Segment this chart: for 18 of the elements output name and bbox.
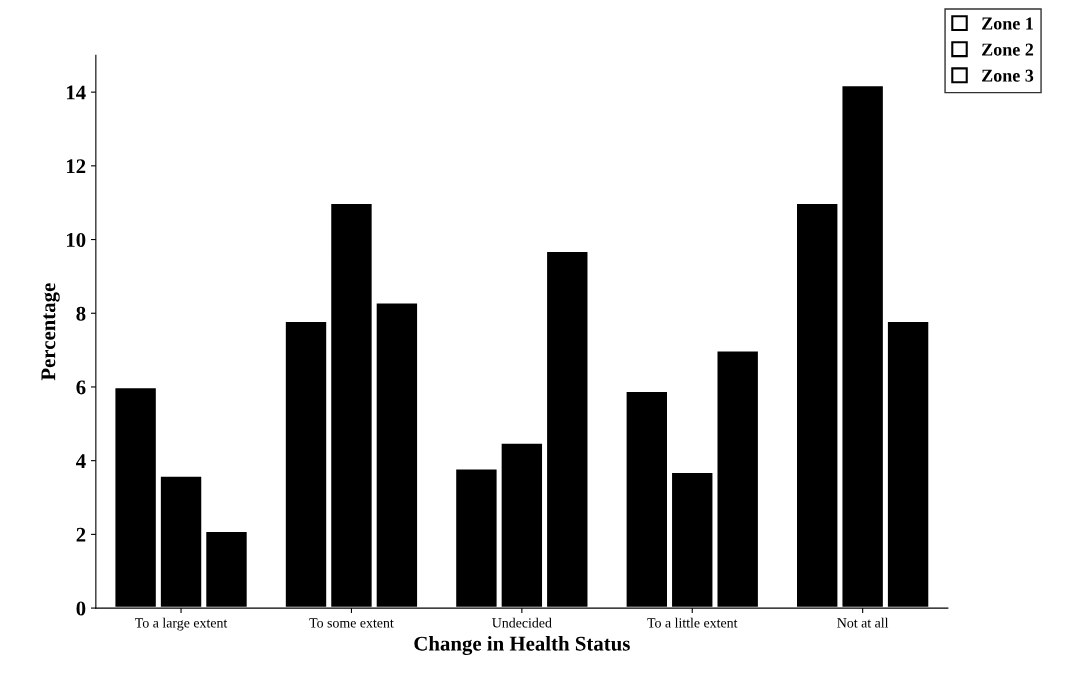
x-tick-label: To some extent [309,618,394,628]
y-tick-label: 6 [76,380,86,395]
y-tick-label: 8 [76,306,86,321]
legend-label: Zone 1 [982,17,1033,30]
y-tick-label: 0 [76,601,86,616]
x-tick-label: Undecided [492,617,552,628]
legend-label: Zone 2 [982,43,1034,56]
y-tick-label: 14 [66,85,86,100]
y-tick-label: 10 [66,232,86,247]
y-tick-label: 12 [66,159,86,174]
y-tick-label: 2 [76,527,86,542]
x-tick-label: To a large extent [135,617,228,631]
x-tick-label: To a little extent [647,617,738,628]
y-tick-label: 4 [76,454,86,468]
x-tick-label: Not at all [837,617,889,628]
y-axis-title: Percentage [41,283,60,381]
x-axis-title: Change in Health Status [414,635,630,656]
legend-label: Zone 3 [982,69,1034,82]
